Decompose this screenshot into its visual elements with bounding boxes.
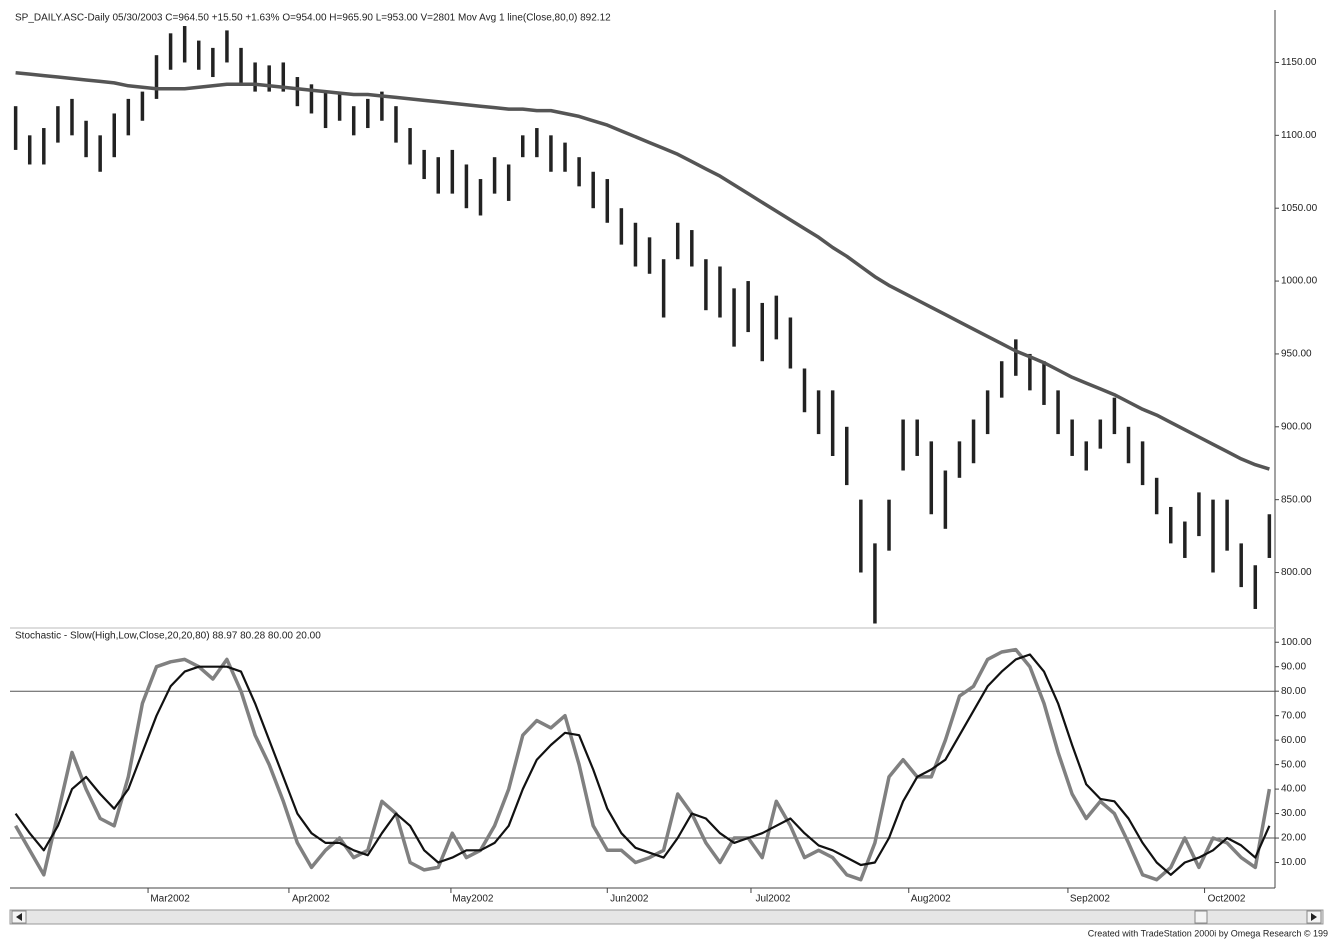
y-tick-label: 90.00	[1281, 661, 1306, 672]
arrow-right	[1311, 913, 1317, 921]
x-tick-label: Mar2002	[150, 894, 190, 905]
arrow-left	[16, 913, 22, 921]
y-tick-label: 1150.00	[1281, 57, 1317, 68]
x-tick-label: Apr2002	[292, 894, 330, 905]
y-tick-label: 1050.00	[1281, 203, 1318, 214]
y-tick-label: 800.00	[1281, 567, 1312, 578]
moving-average	[15, 70, 1270, 471]
y-tick-label: 50.00	[1281, 759, 1306, 770]
y-tick-label: 850.00	[1281, 494, 1312, 505]
x-tick-label: Oct2002	[1208, 894, 1246, 905]
x-tick-label: Jul2002	[755, 894, 790, 905]
x-tick-label: May2002	[452, 894, 494, 905]
y-tick-label: 40.00	[1281, 784, 1306, 795]
y-tick-label: 80.00	[1281, 686, 1306, 697]
x-tick-label: Jun2002	[610, 894, 649, 905]
y-tick-label: 900.00	[1281, 421, 1312, 432]
stochastic-line	[14, 653, 1271, 876]
stochastic-line	[14, 647, 1272, 882]
y-tick-label: 10.00	[1281, 857, 1306, 868]
y-tick-label: 30.00	[1281, 808, 1306, 819]
y-tick-label: 70.00	[1281, 710, 1306, 721]
stochastic-title: Stochastic - Slow(High,Low,Close,20,20,8…	[15, 631, 321, 642]
y-tick-label: 20.00	[1281, 833, 1306, 844]
price-title: SP_DAILY.ASC-Daily 05/30/2003 C=964.50 +…	[15, 13, 611, 24]
x-tick-label: Aug2002	[911, 894, 951, 905]
scrollbar[interactable]	[9, 909, 1324, 925]
y-tick-label: 100.00	[1281, 637, 1312, 648]
y-tick-label: 1000.00	[1281, 276, 1318, 287]
y-tick-label: 1100.00	[1281, 130, 1317, 141]
y-tick-label: 950.00	[1281, 349, 1312, 360]
footer: Created with TradeStation 2000i by Omega…	[1088, 928, 1328, 938]
scroll-thumb[interactable]	[1194, 910, 1208, 924]
x-tick-label: Sep2002	[1070, 894, 1110, 905]
y-tick-label: 60.00	[1281, 735, 1306, 746]
